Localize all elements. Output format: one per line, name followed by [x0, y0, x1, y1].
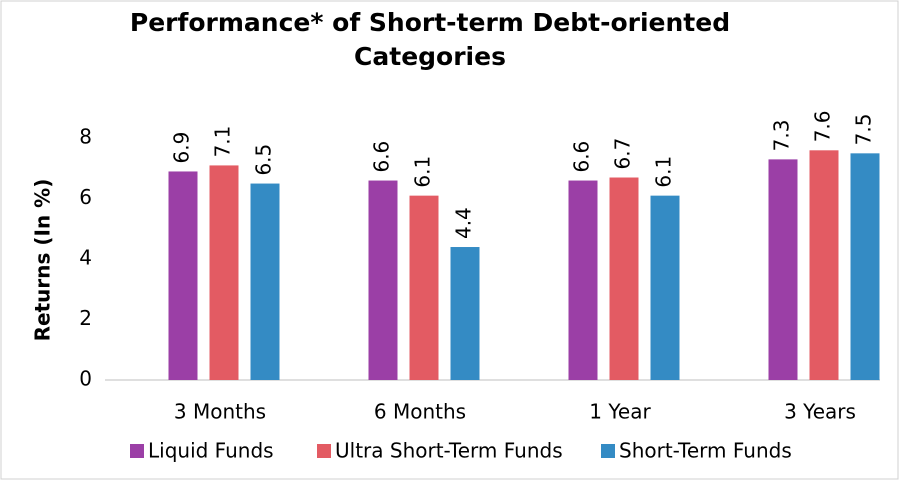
chart-title: Performance* of Short-term Debt-oriented…: [129, 8, 731, 71]
x-tick-label: 3 Years: [784, 400, 856, 424]
bar: [609, 177, 639, 380]
data-label: 7.6: [811, 110, 835, 142]
data-label: 7.5: [852, 114, 876, 146]
legend-swatch: [317, 444, 331, 458]
legend-label: Ultra Short-Term Funds: [335, 439, 563, 463]
legend-swatch: [601, 444, 615, 458]
data-label: 6.9: [170, 132, 194, 164]
x-tick-label: 6 Months: [374, 400, 466, 424]
bar: [450, 247, 480, 380]
y-tick-label: 4: [79, 246, 92, 270]
bar: [209, 165, 239, 380]
legend-label: Short-Term Funds: [619, 439, 792, 463]
y-tick-label: 6: [79, 185, 92, 209]
y-tick-label: 0: [79, 367, 92, 391]
x-tick-label: 1 Year: [589, 400, 651, 424]
data-label: 6.1: [652, 156, 676, 188]
data-label: 6.6: [370, 141, 394, 173]
bar: [368, 180, 398, 380]
bar: [409, 195, 439, 380]
data-label: 6.7: [611, 138, 635, 170]
data-label: 6.1: [411, 156, 435, 188]
data-label: 7.3: [770, 120, 794, 152]
y-tick-label: 2: [79, 306, 92, 330]
data-label: 6.5: [252, 144, 276, 176]
bar: [568, 180, 598, 380]
bar: [809, 150, 839, 380]
data-label: 6.6: [570, 141, 594, 173]
legend-swatch: [130, 444, 144, 458]
bar: [850, 153, 880, 380]
bar: [168, 171, 198, 380]
data-label: 4.4: [452, 207, 476, 239]
bar: [250, 183, 280, 380]
bar: [650, 195, 680, 380]
bar: [768, 159, 798, 380]
x-tick-label: 3 Months: [174, 400, 266, 424]
legend-label: Liquid Funds: [148, 439, 274, 463]
y-tick-label: 8: [79, 125, 92, 149]
y-axis-label: Returns (In %): [31, 179, 55, 342]
data-label: 7.1: [211, 126, 235, 158]
